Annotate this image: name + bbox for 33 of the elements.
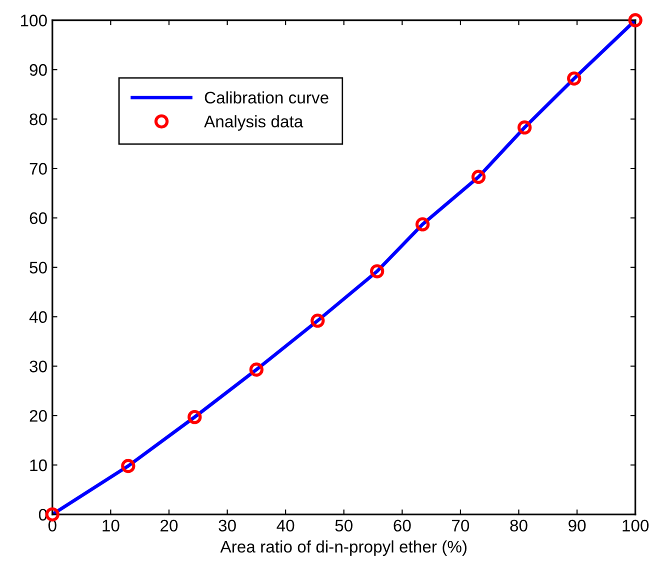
x-tick-label: 90 (568, 520, 586, 532)
x-tick-label: 40 (276, 520, 294, 532)
point (121, 458, 136, 474)
point (471, 170, 486, 184)
point (310, 314, 325, 328)
y-tick-label: 90 (30, 64, 47, 76)
y-tick-label: 60 (30, 212, 47, 224)
x-tick-label: 70 (452, 520, 470, 532)
point (567, 71, 582, 86)
point (188, 410, 202, 424)
point (518, 120, 532, 135)
legend-label: Analysis data (204, 115, 304, 131)
y-tick-label: 30 (30, 360, 47, 372)
point (249, 362, 264, 377)
y-tick-label: 100 (21, 14, 47, 26)
y-tick-label: 50 (30, 262, 47, 274)
legend-label: Calibration curve (204, 91, 328, 104)
y-tick-label: 20 (30, 410, 47, 422)
point (370, 264, 384, 278)
x-tick-label: 100 (622, 520, 649, 532)
y-tick-label: 70 (30, 162, 47, 175)
y-tick-label: 40 (29, 311, 47, 323)
point (628, 13, 642, 28)
y-tick-label: 10 (30, 459, 47, 472)
x-tick-label: 60 (394, 520, 411, 532)
x-tick-label: 10 (102, 520, 120, 532)
y-tick-label: 80 (30, 113, 47, 126)
x-axis-title: Area ratio of di-n-propyl ether (%) (220, 540, 467, 556)
x-tick-label: 30 (218, 520, 236, 532)
x-tick-label: 50 (335, 520, 352, 532)
x-tick-label: 80 (510, 520, 528, 532)
point (415, 217, 430, 232)
x-tick-label: 20 (160, 520, 178, 532)
